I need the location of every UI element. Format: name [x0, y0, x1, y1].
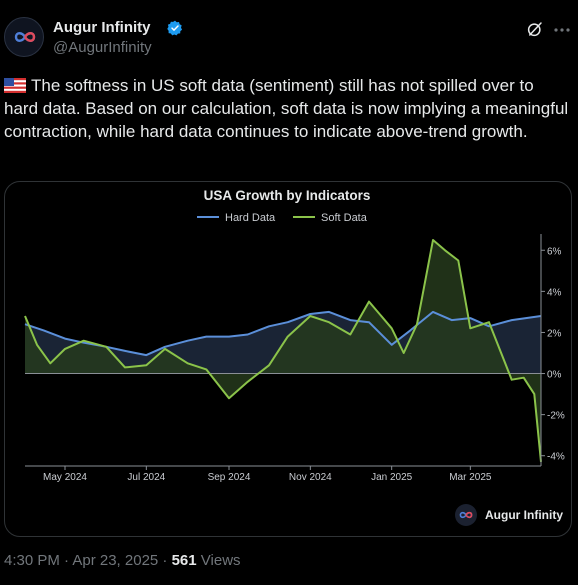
chart-x-axis: May 2024 Jul 2024 Sep 2024 Nov 2024 Jan 2025…: [25, 465, 541, 483]
series-area-soft-data: [25, 240, 541, 462]
x-tick-label: Jul 2024: [127, 472, 165, 483]
verified-badge-icon: [167, 20, 183, 36]
infinity-logo-icon: [459, 511, 473, 519]
views-count: 561: [171, 552, 197, 569]
y-tick-label: 0%: [547, 370, 562, 381]
author-name[interactable]: Augur Infinity: [53, 19, 151, 36]
legend-label: Soft Data: [321, 212, 368, 224]
author-handle[interactable]: @AugurInfinity: [53, 39, 152, 56]
more-horizontal-icon[interactable]: [553, 27, 571, 33]
x-tick-label: Sep 2024: [208, 472, 251, 483]
chart: USA Growth by Indicators Hard Data Soft D…: [24, 188, 565, 483]
tweet-body: The softness in US soft data (sentiment)…: [4, 76, 569, 141]
avatar[interactable]: [4, 17, 44, 57]
us-flag-icon: [4, 78, 26, 93]
x-tick-label: Nov 2024: [289, 472, 332, 483]
tweet-text: The softness in US soft data (sentiment)…: [4, 74, 570, 143]
y-tick-label: 6%: [547, 246, 562, 257]
chart-legend: Hard Data Soft Data: [197, 212, 368, 224]
y-tick-label: -4%: [547, 452, 565, 463]
x-tick-label: Mar 2025: [449, 472, 492, 483]
chart-title: USA Growth by Indicators: [204, 188, 371, 203]
y-tick-label: 2%: [547, 328, 562, 339]
series-line-hard-data: [24, 310, 542, 357]
chart-y-axis: 6% 4% 2% 0% -2% -4%: [540, 234, 565, 466]
infinity-logo-icon: [14, 32, 36, 42]
tweet-meta: 4:30 PM · Apr 23, 2025 · 561 Views: [4, 552, 241, 569]
chart-plot-area: [24, 239, 542, 462]
watermark-logo: [455, 504, 477, 526]
y-tick-label: 4%: [547, 287, 562, 298]
legend-label: Hard Data: [225, 212, 276, 224]
tweet-timestamp[interactable]: 4:30 PM · Apr 23, 2025 ·: [4, 552, 172, 569]
x-tick-label: May 2024: [43, 472, 87, 483]
watermark-text: Augur Infinity: [485, 508, 563, 522]
x-tick-label: Jan 2025: [371, 472, 413, 483]
chart-watermark: Augur Infinity: [455, 504, 563, 526]
views-label: Views: [196, 552, 241, 569]
tweet-media-chart[interactable]: USA Growth by Indicators Hard Data Soft D…: [4, 181, 572, 537]
grok-icon[interactable]: [526, 20, 544, 38]
y-tick-label: -2%: [547, 411, 565, 422]
